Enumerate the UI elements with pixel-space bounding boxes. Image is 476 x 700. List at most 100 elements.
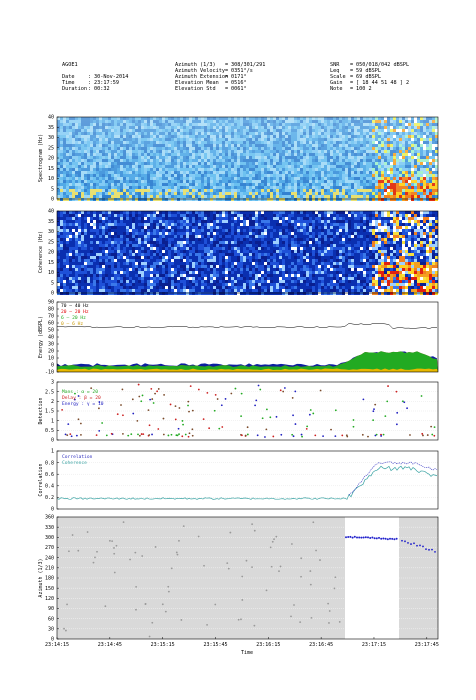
coherence-cell [204,235,207,238]
coherence-cell [96,241,99,244]
coherence-cell [387,211,390,214]
spectrogram-cell [114,198,117,201]
coherence-cell [69,220,72,223]
coherence-cell [243,241,246,244]
coherence-cell [180,241,183,244]
coherence-cell [423,229,426,232]
coherence-cell [246,211,249,214]
coherence-cell [417,217,420,220]
coherence-cell [69,232,72,235]
coherence-cell [345,223,348,226]
coherence-cell [336,226,339,229]
coherence-cell [105,223,108,226]
coherence-cell [57,214,60,217]
coherence-cell [156,235,159,238]
coherence-cell [135,235,138,238]
coherence-cell [381,238,384,241]
coherence-cell [252,238,255,241]
coherence-cell [57,223,60,226]
coherence-cell [372,214,375,217]
coherence-cell [144,235,147,238]
coherence-cell [150,223,153,226]
coherence-cell [174,211,177,214]
coherence-cell [231,229,234,232]
coherence-cell [360,241,363,244]
coherence-cell [294,232,297,235]
coherence-cell [387,229,390,232]
coherence-cell [396,211,399,214]
spectrogram-cell [297,198,300,201]
coherence-cell [57,217,60,220]
coherence-cell [240,241,243,244]
coherence-cell [417,223,420,226]
coherence-cell [234,229,237,232]
coherence-cell [96,238,99,241]
time-label: Time [62,80,75,86]
coherence-cell [273,241,276,244]
coherence-cell [411,217,414,220]
coherence-cell [213,226,216,229]
spectrogram-cell [435,198,438,201]
coherence-cell [177,226,180,229]
coherence-cell [132,229,135,232]
coherence-cell [291,232,294,235]
coherence-cell [198,232,201,235]
coherence-cell [141,235,144,238]
coherence-cell [354,241,357,244]
coherence-cell [273,220,276,223]
spectrogram-cell [60,198,63,201]
coherence-cell [216,238,219,241]
coherence-cell [99,232,102,235]
coherence-cell [261,232,264,235]
coherence-cell [129,235,132,238]
coherence-cell [63,235,66,238]
coherence-cell [141,217,144,220]
coherence-cell [228,217,231,220]
coherence-cell [99,217,102,220]
coherence-cell [126,226,129,229]
coherence-cell [60,217,63,220]
coherence-cell [114,220,117,223]
coherence-cell [222,238,225,241]
coherence-cell [345,217,348,220]
spectrogram-cell [183,198,186,201]
coherence-cell [306,232,309,235]
ytick-label: 10 [48,176,54,182]
spectrogram-cell [159,198,162,201]
ytick-label: 30 [48,135,54,141]
spectrogram-cell [330,198,333,201]
coherence-cell [189,214,192,217]
coherence-cell [84,214,87,217]
coherence-cell [276,229,279,232]
coherence-cell [306,223,309,226]
coherence-cell [81,217,84,220]
coherence-cell [207,238,210,241]
coherence-cell [201,214,204,217]
coherence-cell [153,211,156,214]
coherence-cell [420,214,423,217]
coherence-cell [165,223,168,226]
spectrogram-cell [375,198,378,201]
coherence-cell [72,220,75,223]
spectrogram-cell [315,198,318,201]
spectrogram-cell [285,198,288,201]
coherence-cell [198,241,201,244]
coherence-cell [336,235,339,238]
coherence-cell [345,220,348,223]
spectrogram-cell [132,198,135,201]
coherence-cell [435,211,438,214]
coherence-cell [222,229,225,232]
coherence-cell [213,238,216,241]
coherence-cell [147,217,150,220]
coherence-cell [309,211,312,214]
coherence-cell [210,220,213,223]
coherence-cell [135,226,138,229]
spectrogram-cell [420,198,423,201]
coherence-cell [171,214,174,217]
coherence-cell [408,235,411,238]
coherence-cell [366,232,369,235]
coherence-cell [333,214,336,217]
coherence-cell [126,220,129,223]
coherence-cell [177,211,180,214]
coherence-cell [381,214,384,217]
